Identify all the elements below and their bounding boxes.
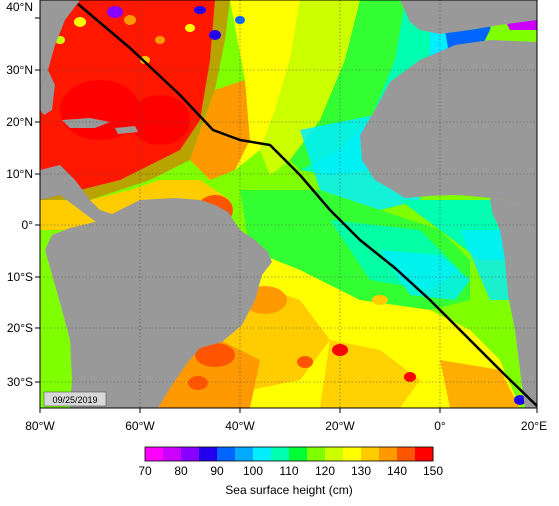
colorbar-title: Sea surface height (cm): [225, 483, 352, 497]
date-stamp-box: 09/25/2019: [43, 391, 107, 407]
lon-label-40w: 40°W: [225, 419, 255, 433]
colorbar-cell: [217, 447, 236, 461]
africa-north: [360, 40, 537, 205]
colorbar-cell: [415, 447, 434, 461]
colorbar-cell: [163, 447, 182, 461]
colorbar-cell: [307, 447, 326, 461]
colorbar-cell: [271, 447, 290, 461]
colorbar-tick-120: 120: [315, 464, 335, 478]
colorbar-cell: [397, 447, 416, 461]
south-america: [45, 198, 272, 408]
lon-label-80w: 80°W: [25, 419, 55, 433]
colorbar-cell: [379, 447, 398, 461]
lat-label-20s: 20°S: [7, 321, 33, 335]
colorbar-tick-70: 70: [138, 464, 152, 478]
lon-label-20w: 20°W: [325, 419, 355, 433]
colorbar-cell: [325, 447, 344, 461]
colorbar-tick-80: 80: [174, 464, 188, 478]
colorbar-tick-100: 100: [243, 464, 263, 478]
lat-label-30s: 30°S: [7, 375, 33, 389]
colorbar-cell: [253, 447, 272, 461]
lat-label-0: 0°: [22, 218, 34, 232]
colorbar: [145, 447, 434, 461]
lat-label-40n: 40°N: [6, 0, 33, 14]
land-masses: [40, 0, 537, 408]
colorbar-cell: [343, 447, 362, 461]
colorbar-tick-140: 140: [387, 464, 407, 478]
colorbar-tick-labels: 70 80 90 100 110 120 130 140 150: [138, 464, 443, 478]
lon-label-0: 0°: [434, 419, 446, 433]
lon-label-60w: 60°W: [125, 419, 155, 433]
north-america: [40, 0, 80, 90]
latitude-labels: 40°N 30°N 20°N 10°N 0° 10°S 20°S 30°S: [6, 0, 33, 389]
ship-track-line: [77, 3, 537, 407]
grid-lines: [40, 0, 537, 408]
lat-label-30n: 30°N: [6, 63, 33, 77]
colorbar-frame: [144, 446, 434, 462]
central-america: [40, 165, 120, 230]
plot-frame: [39, 0, 538, 409]
colorbar-tick-130: 130: [351, 464, 371, 478]
lon-label-20e: 20°E: [521, 419, 547, 433]
colorbar-tick-110: 110: [279, 464, 298, 478]
colorbar-cell: [235, 447, 254, 461]
colorbar-cell: [289, 447, 308, 461]
colorbar-tick-90: 90: [210, 464, 224, 478]
europe: [400, 0, 537, 34]
date-stamp: 09/25/2019: [52, 395, 97, 405]
longitude-labels: 80°W 60°W 40°W 20°W 0° 20°E: [25, 419, 547, 433]
colorbar-cell: [181, 447, 200, 461]
tick-marks: [35, 17, 538, 413]
colorbar-cell: [199, 447, 218, 461]
africa-south: [490, 198, 537, 408]
colorbar-cell: [361, 447, 380, 461]
colorbar-cell: [145, 447, 164, 461]
lat-label-10n: 10°N: [6, 167, 33, 181]
lat-label-20n: 20°N: [6, 115, 33, 129]
colorbar-tick-150: 150: [423, 464, 443, 478]
lat-label-10s: 10°S: [7, 270, 33, 284]
map-plot-area: [40, 0, 537, 408]
